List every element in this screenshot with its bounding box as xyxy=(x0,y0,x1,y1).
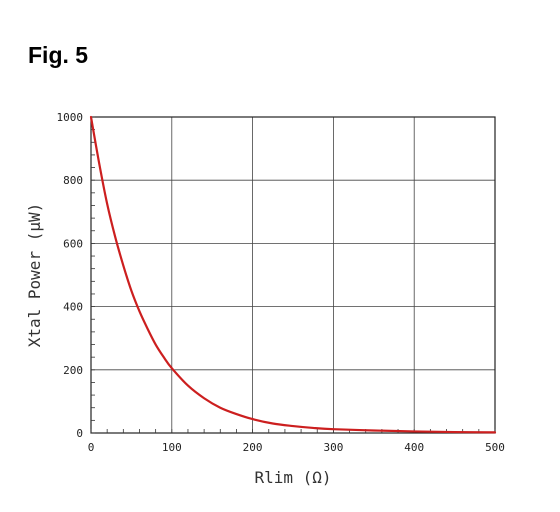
x-tick-labels: 0 100 200 300 400 500 xyxy=(88,441,505,454)
x-tick-label: 0 xyxy=(88,441,95,454)
y-tick-label: 200 xyxy=(63,364,83,377)
y-tick-label: 800 xyxy=(63,174,83,187)
y-tick-label: 1000 xyxy=(57,111,84,124)
x-tick-label: 100 xyxy=(162,441,182,454)
y-tick-labels: 0 200 400 600 800 1000 xyxy=(57,111,84,440)
y-axis-title: Xtal Power (µW) xyxy=(25,203,44,348)
x-tick-label: 500 xyxy=(485,441,505,454)
minor-ticks xyxy=(90,116,496,434)
x-axis-title: Rlim (Ω) xyxy=(254,468,331,487)
series-line xyxy=(89,115,497,434)
plot-frame xyxy=(90,116,496,434)
figure-label: Fig. 5 xyxy=(28,42,89,68)
grid xyxy=(91,117,495,433)
y-tick-label: 400 xyxy=(63,301,83,314)
x-tick-label: 400 xyxy=(404,441,424,454)
x-tick-label: 200 xyxy=(243,441,263,454)
y-tick-label: 600 xyxy=(63,237,83,250)
x-tick-label: 300 xyxy=(323,441,343,454)
y-tick-label: 0 xyxy=(76,427,83,440)
